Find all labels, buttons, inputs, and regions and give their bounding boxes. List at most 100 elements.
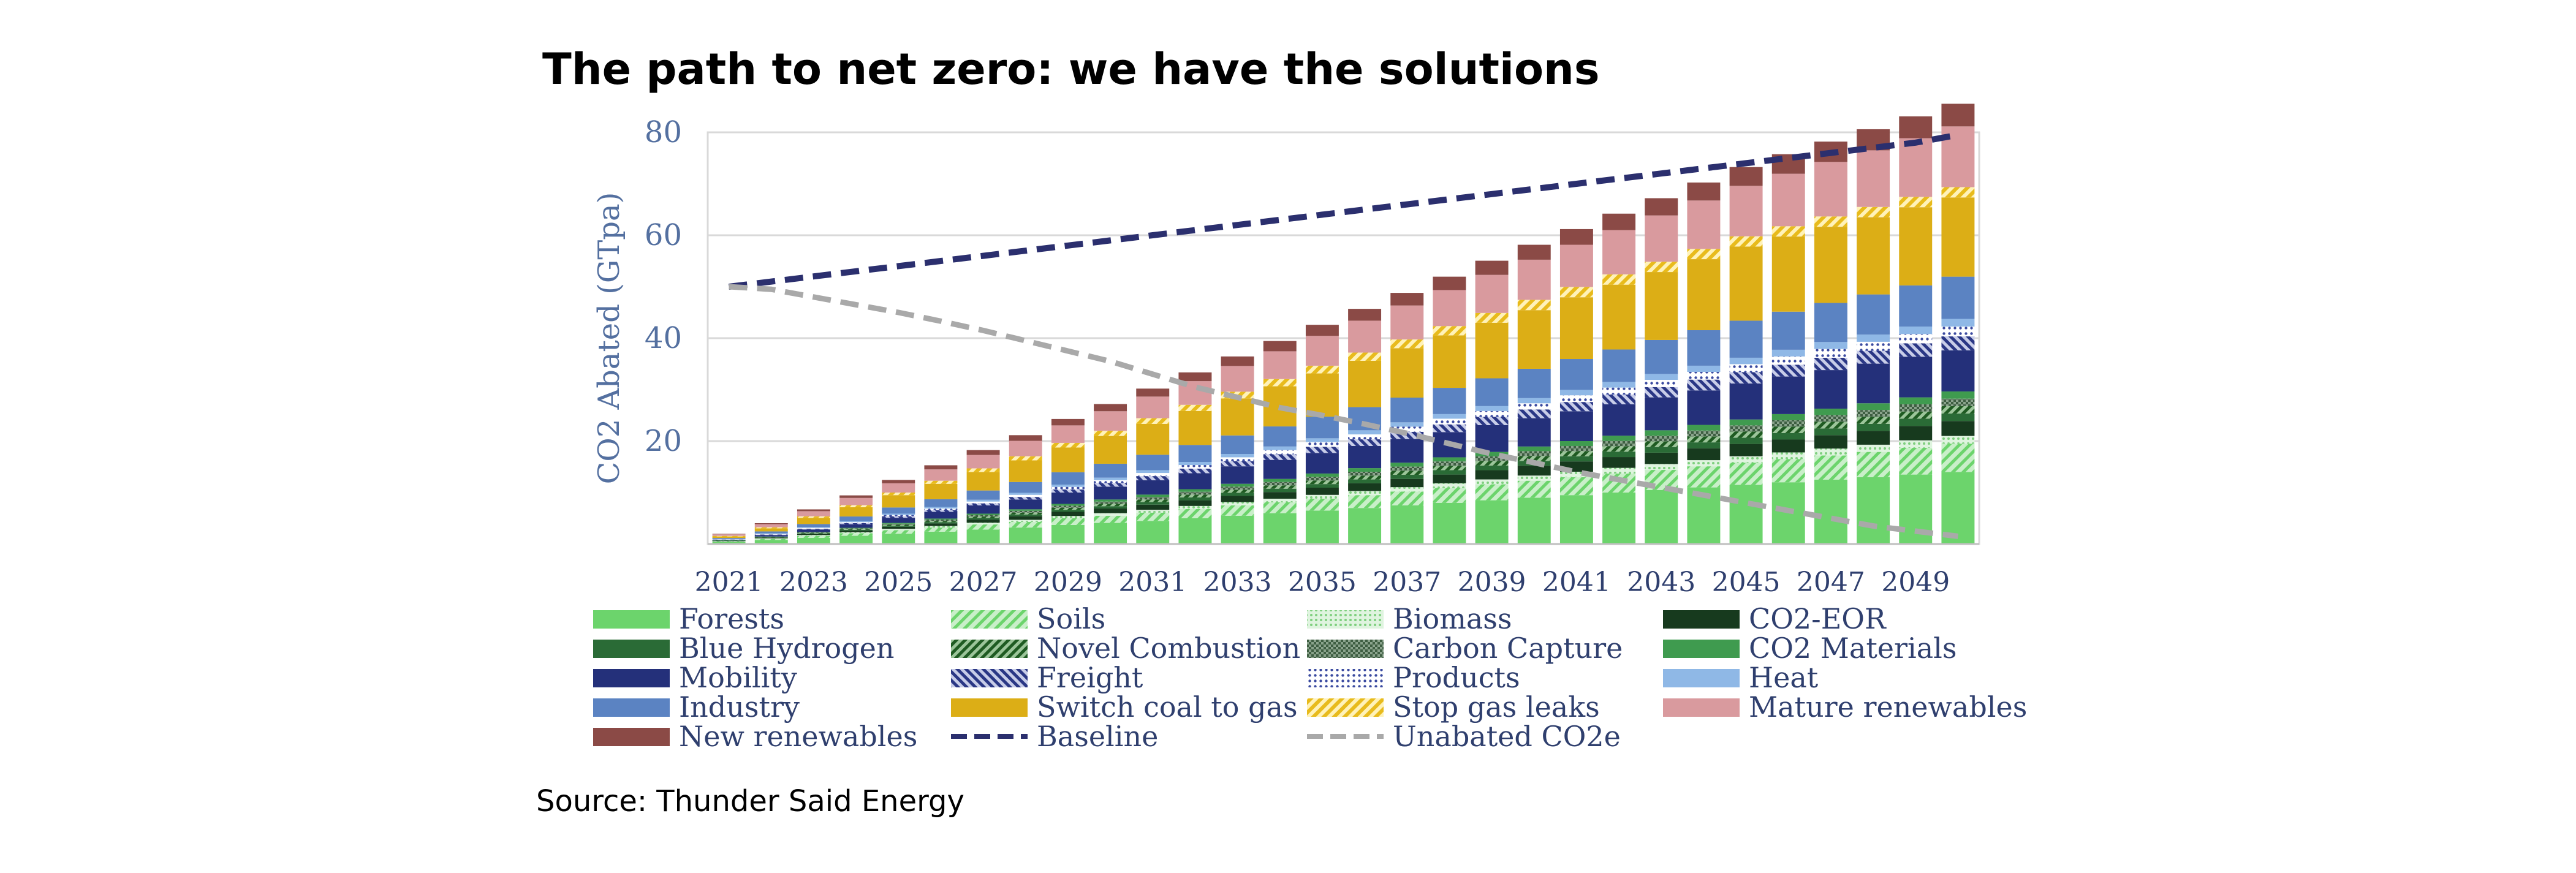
legend-item-heat: Heat (1663, 661, 1819, 694)
bar-segment-novel-combustion (1687, 436, 1721, 443)
bar-segment-stop-gas-leaks (1645, 262, 1678, 273)
bar-segment-new-renewables (839, 495, 873, 498)
bar-segment-co2-materials (1094, 499, 1127, 502)
bar-segment-switch-coal-to-gas (1899, 207, 1933, 285)
bar-segment-industry (1263, 426, 1297, 447)
bar-segment-forests (1221, 515, 1254, 544)
bar-segment-biomass (1433, 483, 1466, 488)
bar-segment-carbon-capture (1941, 398, 1975, 406)
bar-segment-soils (1814, 455, 1847, 480)
bar-segment-co2-eor (839, 531, 873, 532)
bar-segment-new-renewables (1475, 260, 1509, 275)
bar-segment-switch-coal-to-gas (1433, 335, 1466, 388)
bar-segment-biomass (839, 532, 873, 534)
legend-item-industry: Industry (593, 690, 800, 724)
bar-segment-heat (1941, 319, 1975, 327)
bar-segment-mature-renewables (754, 524, 788, 527)
bar-segment-stop-gas-leaks (1517, 300, 1551, 311)
legend-swatch (593, 669, 670, 687)
bar-segment-forests (1178, 518, 1212, 544)
bar-segment-co2-materials (1941, 391, 1975, 399)
bar-segment-forests (1559, 495, 1593, 544)
bar-segment-new-renewables (1602, 213, 1636, 230)
bar-segment-co2-materials (712, 540, 746, 541)
bar-segment-heat (1136, 470, 1170, 474)
bar-segment-new-renewables (1136, 388, 1170, 397)
bar-segment-co2-eor (1094, 508, 1127, 513)
bar-segment-stop-gas-leaks (966, 468, 1000, 472)
x-tick-label: 2043 (1627, 567, 1695, 598)
bar-segment-products (1136, 473, 1170, 477)
bar-segment-products (966, 501, 1000, 504)
bar-segment-freight (1729, 372, 1763, 384)
legend-swatch (593, 698, 670, 717)
legend-swatch (951, 698, 1028, 717)
bar-segment-industry (1559, 359, 1593, 390)
bar-segment-co2-eor (1221, 496, 1254, 502)
bar-segment-switch-coal-to-gas (1051, 447, 1085, 472)
bar-segment-biomass (1136, 510, 1170, 513)
bar-segment-stop-gas-leaks (882, 493, 915, 496)
bar-segment-mobility (1941, 350, 1975, 391)
legend-label: Novel Combustion (1037, 632, 1300, 665)
bar-segment-mature-renewables (1221, 366, 1254, 392)
bar-segment-mobility (966, 505, 1000, 514)
bar-segment-soils (1517, 480, 1551, 498)
bar-segment-freight (966, 503, 1000, 505)
bar-segment-biomass (1814, 448, 1847, 456)
bar-segment-novel-combustion (1178, 494, 1212, 497)
bar-segment-industry (754, 531, 788, 534)
bar-segment-mobility (754, 535, 788, 537)
bar-segment-co2-eor (1136, 504, 1170, 510)
bar-segment-heat (1814, 342, 1847, 349)
bar-segment-products (1602, 387, 1636, 395)
bar-segment-co2-materials (1517, 446, 1551, 452)
bar-segment-co2-eor (882, 526, 915, 529)
bar-segment-soils (882, 530, 915, 534)
bar-segment-novel-combustion (1771, 426, 1805, 433)
legend-label: Switch coal to gas (1037, 690, 1298, 724)
legend-item-stop-gas-leaks: Stop gas leaks (1307, 690, 1600, 724)
bar-segment-industry (797, 524, 830, 527)
bar-segment-industry (1899, 285, 1933, 327)
bar-segment-mobility (1475, 425, 1509, 452)
bar-segment-blue-hydrogen (1771, 433, 1805, 440)
bar-segment-industry (839, 516, 873, 521)
bar-segment-co2-materials (1348, 468, 1382, 472)
bar-segment-mobility (882, 518, 915, 523)
bar-segment-products (1263, 450, 1297, 455)
bar-segment-co2-eor (712, 540, 746, 542)
bar-segment-mature-renewables (1517, 259, 1551, 300)
y-axis-title: CO2 Abated (GTpa) (592, 192, 626, 485)
bar-segment-biomass (1094, 513, 1127, 516)
bar-segment-mobility (1687, 390, 1721, 425)
bar-segment-new-renewables (797, 509, 830, 512)
bar-segment-co2-materials (1771, 414, 1805, 420)
bar-segment-stop-gas-leaks (1305, 365, 1339, 374)
bar-segment-co2-materials (924, 518, 958, 520)
bar-segment-soils (1602, 473, 1636, 493)
y-tick-label: 40 (645, 321, 682, 355)
x-tick-label: 2025 (864, 567, 933, 598)
x-tick-label: 2027 (949, 567, 1018, 598)
bar-segment-forests (1094, 523, 1127, 544)
bar-segment-mobility (1263, 459, 1297, 479)
bar-segment-mobility (1305, 453, 1339, 474)
line-unabated-co2e (729, 284, 1958, 539)
bar-segment-novel-combustion (839, 529, 873, 530)
bar-segment-co2-materials (1729, 419, 1763, 426)
bar-segment-novel-combustion (1475, 461, 1509, 466)
bar-segment-blue-hydrogen (1814, 428, 1847, 436)
bar-segment-switch-coal-to-gas (797, 518, 830, 524)
bar-segment-soils (966, 524, 1000, 530)
bar-segment-blue-hydrogen (1136, 502, 1170, 505)
bar-segment-co2-materials (966, 513, 1000, 515)
bar-segment-co2-eor (1687, 448, 1721, 461)
bar-segment-forests (1729, 485, 1763, 544)
bar-segment-new-renewables (1348, 309, 1382, 321)
bar-segment-forests (797, 537, 830, 544)
bar-segment-new-renewables (966, 450, 1000, 455)
bar-segment-stop-gas-leaks (1136, 418, 1170, 424)
legend-swatch (593, 640, 670, 658)
bar-segment-products (712, 539, 746, 540)
